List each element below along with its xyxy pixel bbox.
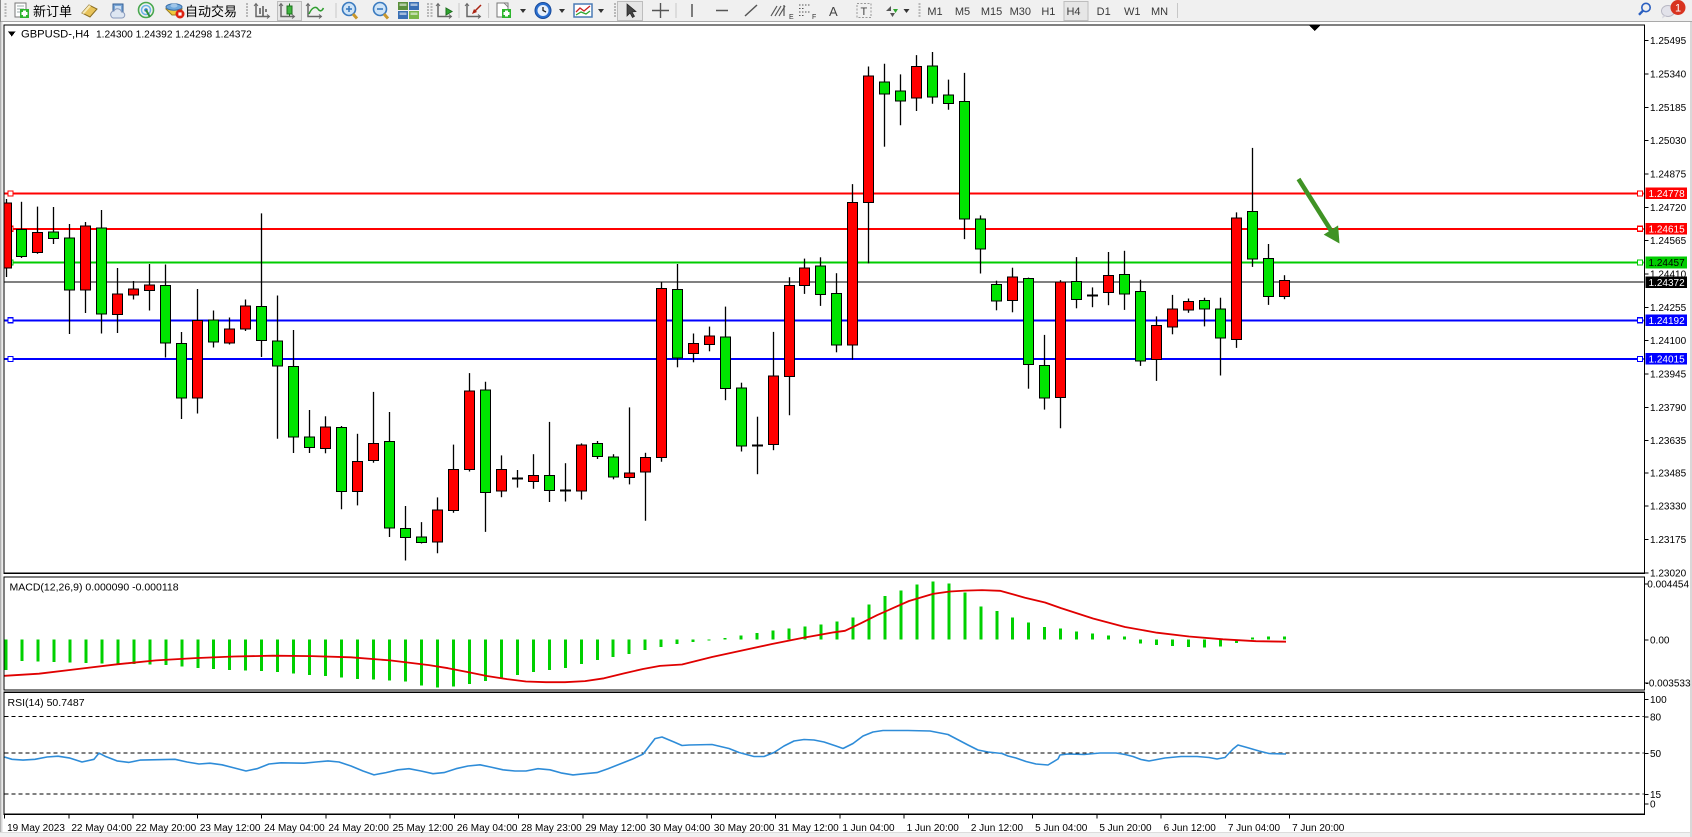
svg-text:H1: H1 (1041, 6, 1055, 18)
svg-text:1.24410: 1.24410 (1650, 269, 1687, 280)
svg-text:E: E (789, 14, 794, 21)
svg-text:MACD(12,26,9) 0.000090 -0.0001: MACD(12,26,9) 0.000090 -0.000118 (10, 581, 179, 593)
svg-text:100: 100 (1650, 695, 1667, 706)
svg-text:1.24300 1.24392 1.24298 1.2437: 1.24300 1.24392 1.24298 1.24372 (96, 29, 252, 40)
svg-text:26 May 04:00: 26 May 04:00 (457, 823, 518, 834)
svg-text:M5: M5 (955, 6, 970, 18)
svg-text:0: 0 (1650, 800, 1656, 811)
svg-text:1.25340: 1.25340 (1650, 70, 1687, 81)
svg-text:29 May 12:00: 29 May 12:00 (585, 823, 646, 834)
svg-text:7 Jun 20:00: 7 Jun 20:00 (1292, 823, 1345, 834)
svg-text:GBPUSD-,H4: GBPUSD-,H4 (21, 28, 89, 40)
svg-text:RSI(14) 50.7487: RSI(14) 50.7487 (8, 697, 85, 709)
svg-text:0.00: 0.00 (1650, 636, 1670, 647)
svg-text:24 May 20:00: 24 May 20:00 (328, 823, 389, 834)
svg-text:1.25495: 1.25495 (1650, 36, 1687, 47)
svg-text:1.23945: 1.23945 (1650, 369, 1687, 380)
svg-text:1.24457: 1.24457 (1649, 258, 1686, 269)
svg-text:1.24778: 1.24778 (1649, 189, 1686, 200)
svg-text:M15: M15 (981, 6, 1002, 18)
svg-text:F: F (812, 14, 816, 21)
svg-text:自动交易: 自动交易 (185, 4, 237, 19)
svg-text:31 May 12:00: 31 May 12:00 (778, 823, 839, 834)
svg-text:5 Jun 20:00: 5 Jun 20:00 (1099, 823, 1152, 834)
svg-text:W1: W1 (1124, 6, 1141, 18)
svg-text:1.23790: 1.23790 (1650, 403, 1687, 414)
svg-text:A: A (829, 4, 838, 19)
svg-text:50: 50 (1650, 749, 1662, 760)
svg-text:2 Jun 12:00: 2 Jun 12:00 (971, 823, 1024, 834)
svg-text:D1: D1 (1097, 6, 1111, 18)
svg-text:-0.003533: -0.003533 (1646, 679, 1691, 690)
svg-text:15: 15 (1650, 790, 1662, 801)
svg-text:22 May 20:00: 22 May 20:00 (136, 823, 197, 834)
svg-text:1.24875: 1.24875 (1650, 169, 1687, 180)
svg-text:1.24015: 1.24015 (1649, 355, 1686, 366)
svg-text:1.23485: 1.23485 (1650, 468, 1687, 479)
svg-text:0.004454: 0.004454 (1647, 580, 1689, 591)
svg-text:19 May 2023: 19 May 2023 (7, 823, 65, 834)
svg-text:M30: M30 (1010, 6, 1031, 18)
svg-text:23 May 12:00: 23 May 12:00 (200, 823, 261, 834)
svg-text:30 May 20:00: 30 May 20:00 (714, 823, 775, 834)
svg-text:1.24100: 1.24100 (1650, 336, 1687, 347)
svg-text:H4: H4 (1066, 6, 1080, 18)
svg-text:7 Jun 04:00: 7 Jun 04:00 (1228, 823, 1281, 834)
svg-text:24 May 04:00: 24 May 04:00 (264, 823, 325, 834)
svg-text:1.24720: 1.24720 (1650, 203, 1687, 214)
svg-text:新订单: 新订单 (33, 4, 72, 19)
svg-text:1.24255: 1.24255 (1650, 303, 1687, 314)
svg-text:M1: M1 (927, 6, 942, 18)
svg-text:1 Jun 04:00: 1 Jun 04:00 (842, 823, 895, 834)
svg-text:1 Jun 20:00: 1 Jun 20:00 (907, 823, 960, 834)
svg-text:1.23020: 1.23020 (1650, 568, 1687, 579)
svg-text:1.23330: 1.23330 (1650, 502, 1687, 513)
svg-text:22 May 04:00: 22 May 04:00 (71, 823, 132, 834)
svg-text:1.24372: 1.24372 (1649, 278, 1686, 289)
svg-text:30 May 04:00: 30 May 04:00 (650, 823, 711, 834)
svg-text:25 May 12:00: 25 May 12:00 (393, 823, 454, 834)
svg-text:T: T (861, 6, 868, 18)
svg-text:MN: MN (1151, 6, 1168, 18)
svg-text:1.23635: 1.23635 (1650, 436, 1687, 447)
svg-text:1.25030: 1.25030 (1650, 136, 1687, 147)
svg-text:6 Jun 12:00: 6 Jun 12:00 (1164, 823, 1217, 834)
svg-text:1.24565: 1.24565 (1650, 236, 1687, 247)
svg-text:1.23175: 1.23175 (1650, 535, 1687, 546)
svg-text:28 May 23:00: 28 May 23:00 (521, 823, 582, 834)
svg-text:1.24192: 1.24192 (1649, 316, 1686, 327)
svg-text:1.24615: 1.24615 (1649, 225, 1686, 236)
svg-text:5 Jun 04:00: 5 Jun 04:00 (1035, 823, 1088, 834)
svg-text:1: 1 (1675, 3, 1681, 15)
svg-text:80: 80 (1650, 713, 1662, 724)
svg-text:1.25185: 1.25185 (1650, 103, 1687, 114)
